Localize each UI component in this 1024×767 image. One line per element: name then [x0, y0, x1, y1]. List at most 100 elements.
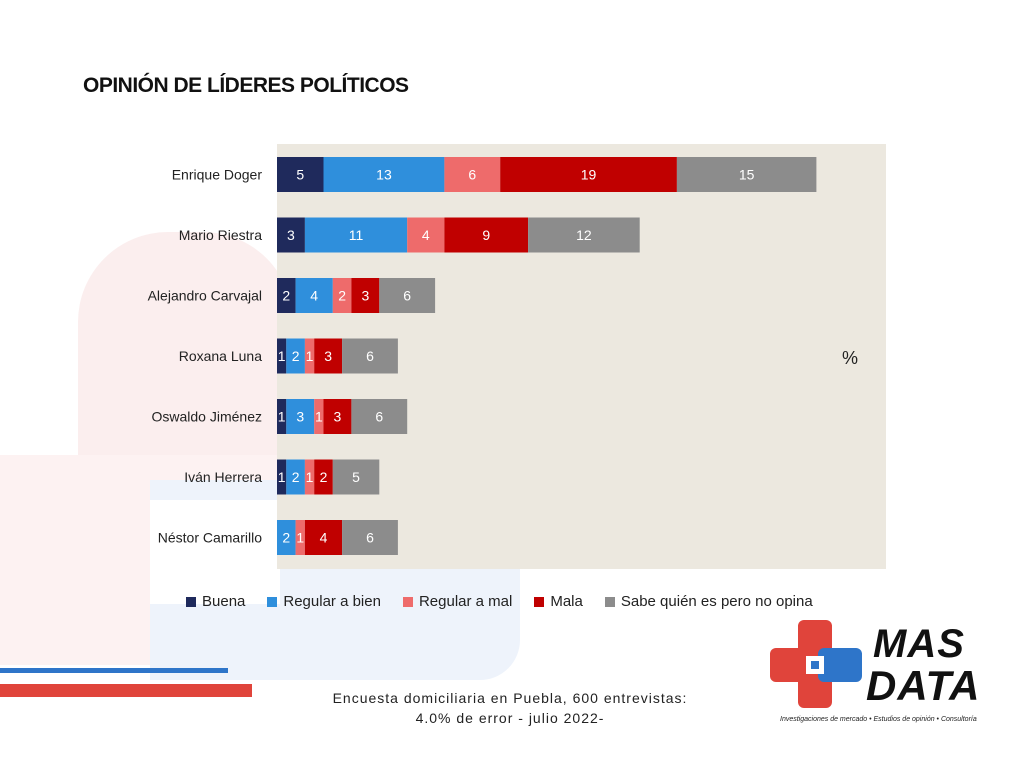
- data-label-mario-riestra-buena: 3: [287, 227, 295, 243]
- bar-oswaldo-jimenez-regular-a-mal: [314, 399, 324, 434]
- data-label-ivan-herrera-regular-a-bien: 2: [292, 469, 300, 485]
- data-label-mario-riestra-regular-a-bien: 11: [349, 227, 364, 243]
- logo-tagline: Investigaciones de mercado • Estudios de…: [780, 716, 977, 723]
- legend-label-sabe-quien-es-pero-no-opina: Sabe quién es pero no opina: [620, 593, 813, 610]
- bar-roxana-luna-regular-a-mal: [304, 338, 315, 374]
- page-title: OPINIÓN DE LÍDERES POLÍTICOS: [83, 74, 409, 97]
- bar-roxana-luna-sabe-quien-es-pero-no-opina: [342, 338, 398, 374]
- bar-ivan-herrera-regular-a-mal: [304, 459, 315, 495]
- data-label-nestor-camarillo-regular-a-mal: 1: [296, 530, 304, 546]
- footnote-line-1: Encuesta domiciliaria en Puebla, 600 ent…: [332, 690, 688, 706]
- mas-data-logo: MAS DATA Investigaciones de mercado • Es…: [768, 620, 998, 730]
- bar-ivan-herrera-sabe-quien-es-pero-no-opina: [332, 459, 380, 495]
- bar-enrique-doger-sabe-quien-es-pero-no-opina: [676, 157, 817, 192]
- category-label-oswaldo-jimenez: Oswaldo Jiménez: [152, 409, 263, 425]
- bar-roxana-luna-buena: [277, 338, 287, 374]
- data-label-enrique-doger-buena: 5: [296, 167, 304, 183]
- data-label-nestor-camarillo-sabe-quien-es-pero-no-opina: 6: [366, 530, 374, 546]
- category-label-alejandro-carvajal: Alejandro Carvajal: [148, 288, 262, 304]
- legend-item-mala: Mala: [534, 593, 583, 610]
- survey-footnote: Encuesta domiciliaria en Puebla, 600 ent…: [290, 688, 730, 728]
- data-label-alejandro-carvajal-regular-a-bien: 4: [310, 288, 318, 304]
- legend-swatch-regular-a-mal: [402, 596, 413, 607]
- background-red-line: [0, 684, 252, 697]
- bar-oswaldo-jimenez-mala: [323, 399, 352, 434]
- bar-ivan-herrera-regular-a-bien: [286, 459, 305, 495]
- category-label-mario-riestra: Mario Riestra: [179, 227, 262, 243]
- bar-mario-riestra-sabe-quien-es-pero-no-opina: [528, 217, 640, 253]
- data-label-enrique-doger-regular-a-mal: 6: [468, 167, 476, 183]
- data-label-roxana-luna-regular-a-mal: 1: [306, 348, 314, 364]
- bar-alejandro-carvajal-buena: [277, 278, 296, 313]
- bar-mario-riestra-buena: [277, 217, 305, 253]
- category-label-ivan-herrera: Iván Herrera: [184, 469, 262, 485]
- data-label-nestor-camarillo-mala: 4: [320, 530, 328, 546]
- bar-ivan-herrera-mala: [314, 459, 333, 495]
- bar-enrique-doger-buena: [277, 157, 324, 192]
- data-label-alejandro-carvajal-buena: 2: [282, 288, 290, 304]
- data-label-oswaldo-jimenez-buena: 1: [278, 409, 286, 425]
- legend-label-regular-a-mal: Regular a mal: [418, 593, 513, 610]
- legend-item-sabe-quien-es-pero-no-opina: Sabe quién es pero no opina: [604, 593, 813, 610]
- bar-mario-riestra-regular-a-bien: [304, 217, 408, 253]
- data-label-mario-riestra-sabe-quien-es-pero-no-opina: 12: [576, 227, 592, 243]
- data-label-ivan-herrera-sabe-quien-es-pero-no-opina: 5: [352, 469, 360, 485]
- bar-nestor-camarillo-mala: [304, 520, 343, 555]
- bar-enrique-doger-regular-a-bien: [323, 157, 445, 192]
- category-label-roxana-luna: Roxana Luna: [179, 348, 263, 364]
- data-label-enrique-doger-sabe-quien-es-pero-no-opina: 15: [739, 167, 755, 183]
- data-label-roxana-luna-regular-a-bien: 2: [292, 348, 300, 364]
- unit-label: %: [842, 348, 858, 368]
- bar-enrique-doger-regular-a-mal: [444, 157, 501, 192]
- legend-item-regular-a-bien: Regular a bien: [267, 593, 381, 610]
- bar-mario-riestra-regular-a-mal: [407, 217, 445, 253]
- bar-mario-riestra-mala: [444, 217, 529, 253]
- logo-text-mas: MAS: [873, 622, 965, 666]
- category-label-nestor-camarillo: Néstor Camarillo: [158, 530, 262, 546]
- data-label-mario-riestra-regular-a-mal: 4: [422, 227, 430, 243]
- bar-nestor-camarillo-regular-a-bien: [277, 520, 296, 555]
- data-label-ivan-herrera-buena: 1: [278, 469, 286, 485]
- legend-swatch-sabe-quien-es-pero-no-opina: [604, 596, 615, 607]
- data-label-oswaldo-jimenez-mala: 3: [334, 409, 342, 425]
- data-label-ivan-herrera-regular-a-mal: 1: [306, 469, 314, 485]
- bar-oswaldo-jimenez-sabe-quien-es-pero-no-opina: [351, 399, 408, 434]
- data-label-enrique-doger-regular-a-bien: 13: [376, 167, 392, 183]
- legend-swatch-buena: [186, 596, 196, 607]
- legend-item-regular-a-mal: Regular a mal: [402, 593, 513, 610]
- data-label-oswaldo-jimenez-regular-a-bien: 3: [296, 409, 304, 425]
- bar-alejandro-carvajal-regular-a-bien: [295, 278, 333, 313]
- bar-enrique-doger-mala: [500, 157, 677, 192]
- footnote-line-2: 4.0% de error - julio 2022-: [415, 710, 605, 726]
- data-label-roxana-luna-buena: 1: [278, 348, 286, 364]
- bars-layer: 5136191531149122423612136131361212502146: [274, 157, 817, 555]
- bar-alejandro-carvajal-regular-a-mal: [332, 278, 352, 313]
- logo-text-data: DATA: [866, 662, 981, 709]
- legend-label-regular-a-bien: Regular a bien: [283, 593, 381, 610]
- data-label-ivan-herrera-mala: 2: [320, 469, 328, 485]
- background-white-cutout: [150, 500, 280, 604]
- legend-swatch-mala: [534, 596, 545, 607]
- data-label-nestor-camarillo-regular-a-bien: 2: [282, 530, 290, 546]
- bar-oswaldo-jimenez-buena: [277, 399, 287, 434]
- bar-roxana-luna-mala: [314, 338, 343, 374]
- data-label-alejandro-carvajal-sabe-quien-es-pero-no-opina: 6: [403, 288, 411, 304]
- legend-item-buena: Buena: [186, 593, 245, 610]
- legend-swatch-regular-a-bien: [267, 596, 278, 607]
- data-label-enrique-doger-mala: 19: [581, 167, 597, 183]
- data-label-alejandro-carvajal-mala: 3: [361, 288, 369, 304]
- data-label-oswaldo-jimenez-sabe-quien-es-pero-no-opina: 6: [375, 409, 383, 425]
- bar-ivan-herrera-buena: [277, 459, 287, 495]
- bar-alejandro-carvajal-sabe-quien-es-pero-no-opina: [379, 278, 436, 313]
- category-label-enrique-doger: Enrique Doger: [172, 167, 263, 183]
- background-blue-line: [0, 668, 228, 673]
- chart-legend: Buena Regular a bien Regular a mal Mala Sabe…: [186, 593, 813, 610]
- bar-nestor-camarillo-regular-a-mal: [295, 520, 305, 555]
- bar-nestor-camarillo-sabe-quien-es-pero-no-opina: [342, 520, 398, 555]
- bar-alejandro-carvajal-mala: [351, 278, 380, 313]
- data-label-mario-riestra-mala: 9: [482, 227, 490, 243]
- bar-roxana-luna-regular-a-bien: [286, 338, 305, 374]
- logo-cross-icon: [770, 620, 862, 708]
- data-label-roxana-luna-mala: 3: [324, 348, 332, 364]
